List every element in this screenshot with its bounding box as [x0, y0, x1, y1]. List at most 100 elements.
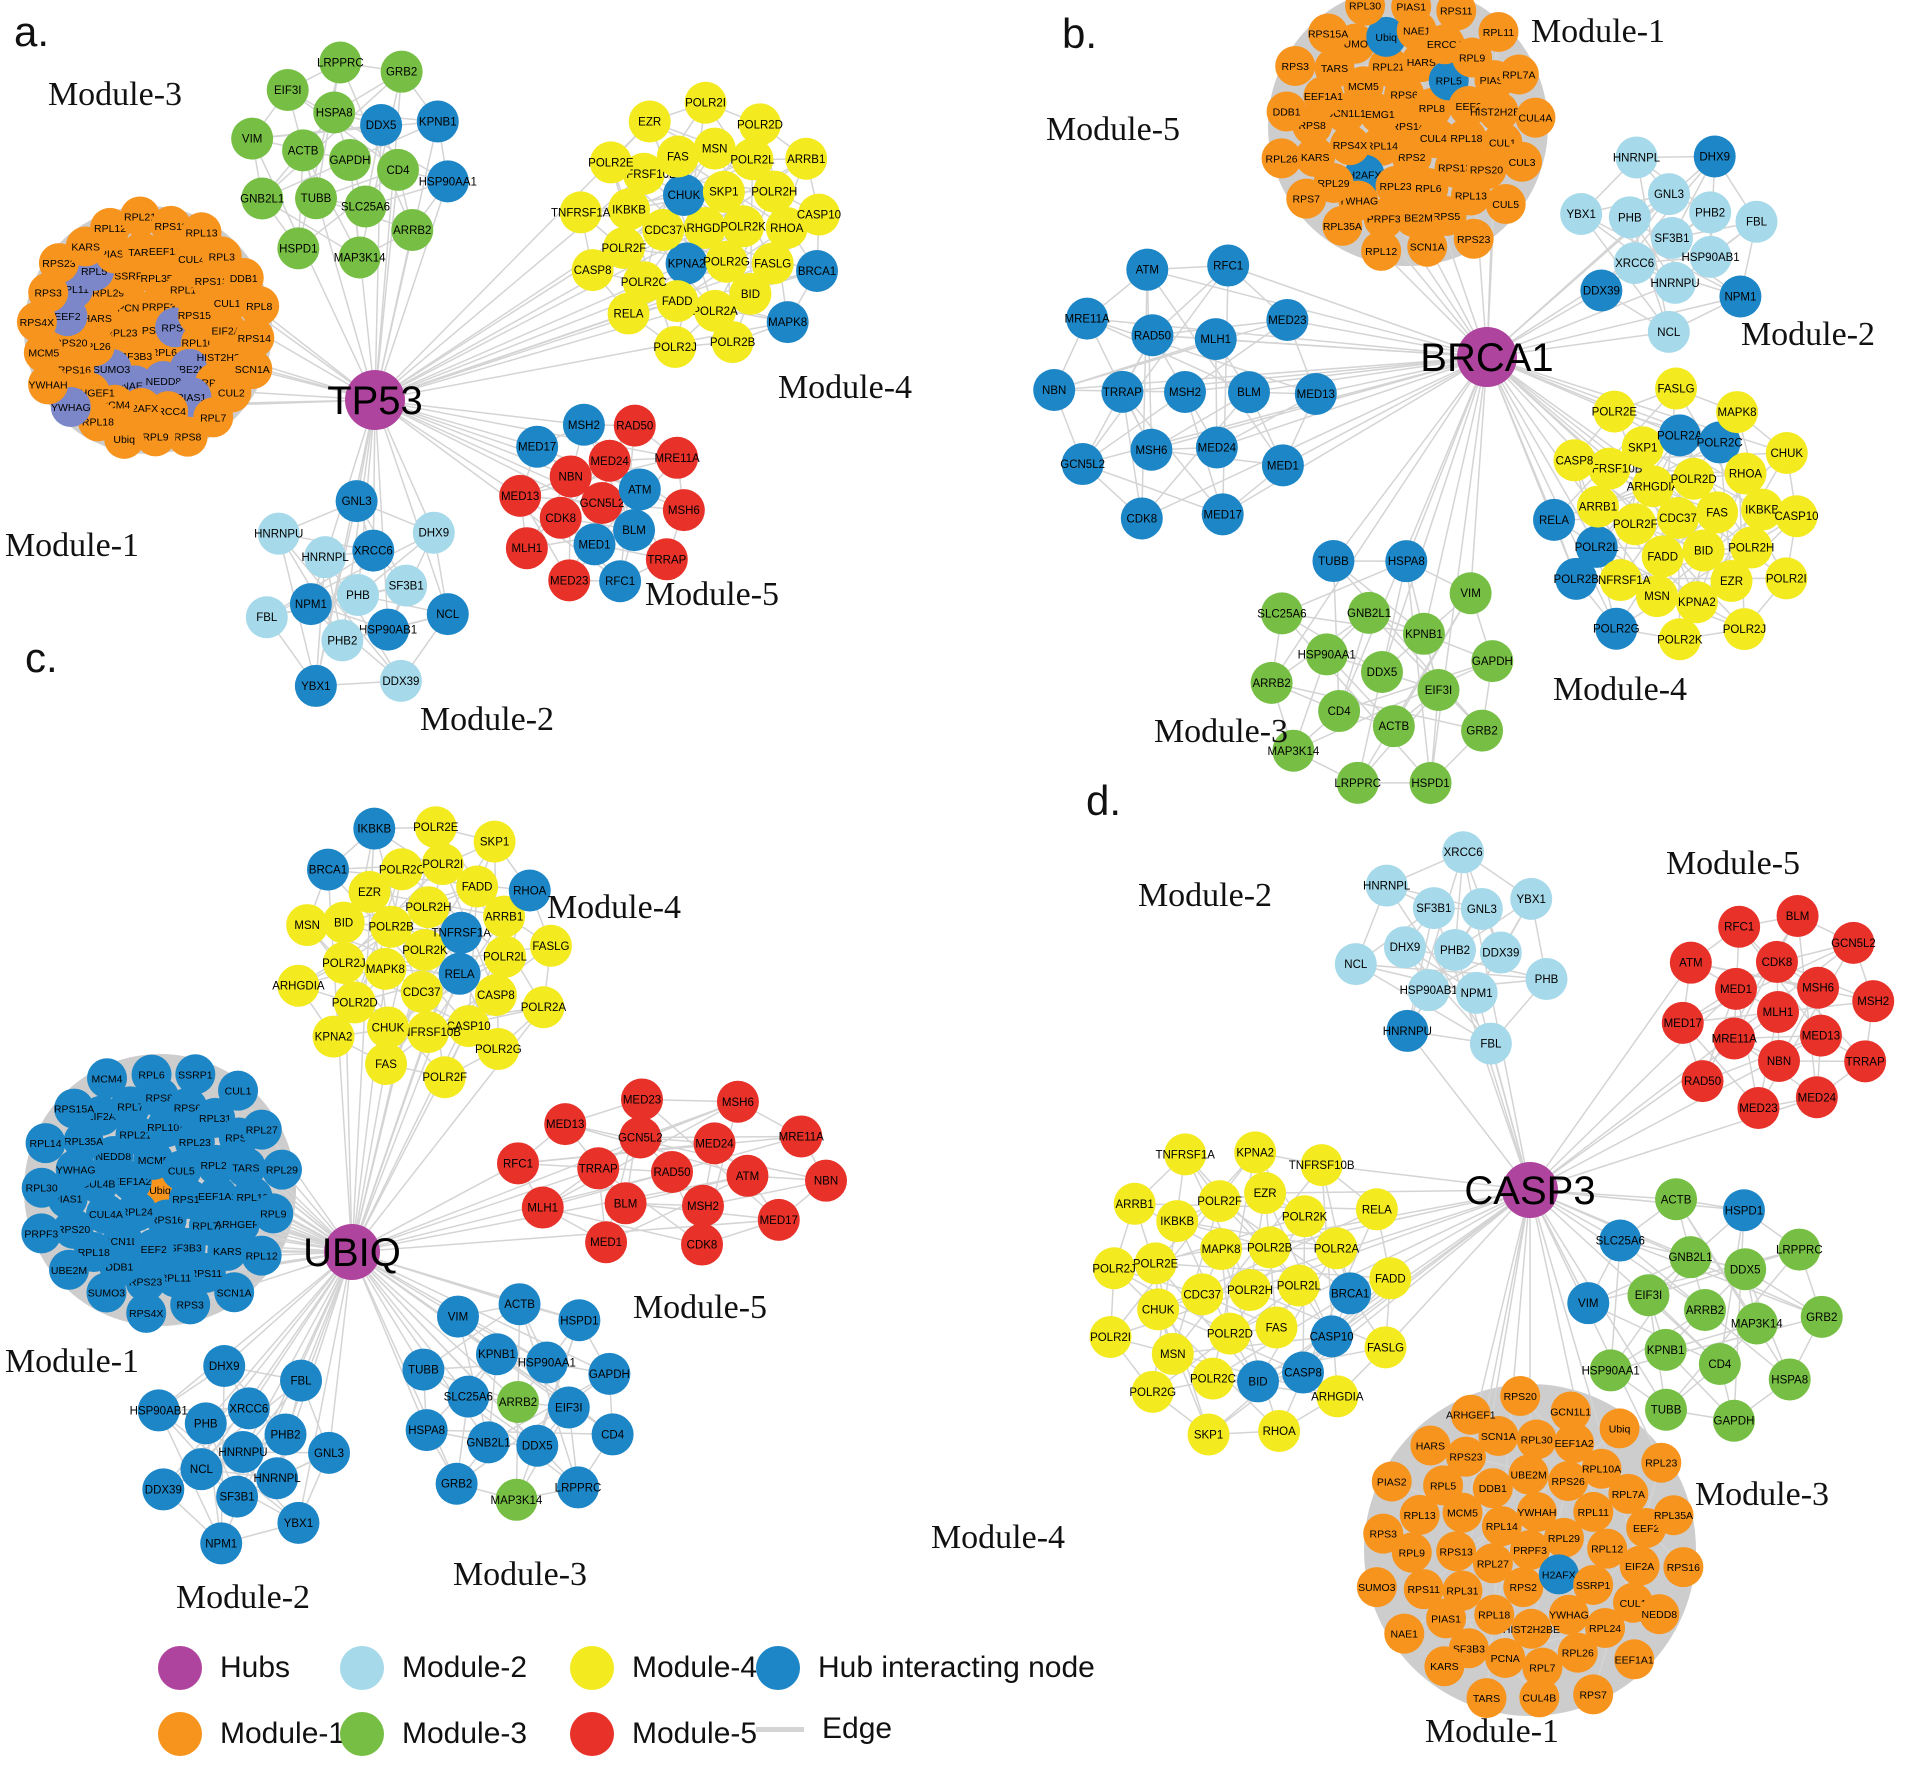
- node-VIM: VIM: [1449, 572, 1492, 615]
- svg-text:HSPD1: HSPD1: [1411, 778, 1449, 790]
- svg-text:PHB2: PHB2: [270, 1429, 300, 1441]
- node-RPS4X: RPS4X: [1329, 125, 1370, 166]
- node-POLR2F: POLR2F: [422, 1056, 467, 1099]
- node-color-swatch: [158, 1712, 202, 1756]
- svg-text:CASP3: CASP3: [1464, 1169, 1595, 1213]
- svg-text:SCN1A: SCN1A: [1410, 242, 1445, 254]
- module-label: Module-2: [1138, 877, 1272, 914]
- svg-text:NBN: NBN: [1767, 1056, 1791, 1068]
- svg-text:MCM4: MCM4: [92, 1073, 123, 1085]
- svg-text:MED24: MED24: [695, 1138, 734, 1150]
- svg-text:RPL10A: RPL10A: [147, 1122, 186, 1134]
- legend-label: Module-2: [402, 1651, 528, 1684]
- node-BLM: BLM: [1227, 371, 1270, 414]
- node-MED17: MED17: [1661, 1001, 1704, 1044]
- svg-text:SF3B3: SF3B3: [1453, 1643, 1485, 1655]
- node-RPS4X: RPS4X: [16, 301, 57, 342]
- svg-text:RPL6: RPL6: [1415, 183, 1441, 195]
- svg-text:MED13: MED13: [1802, 1031, 1840, 1043]
- node-RPL5: RPL5: [1423, 1465, 1464, 1506]
- legend-item-hub-interacting-node: Hub interacting node: [756, 1646, 1095, 1690]
- svg-text:MSH2: MSH2: [568, 420, 600, 432]
- svg-text:TNFRSF1A: TNFRSF1A: [1591, 575, 1651, 587]
- svg-text:ACTB: ACTB: [504, 1299, 535, 1311]
- edge: [261, 71, 403, 200]
- node-EZR: EZR: [348, 870, 391, 913]
- node-CD4: CD4: [591, 1413, 634, 1456]
- node-MSH2: MSH2: [681, 1184, 724, 1227]
- module-label: Module-3: [1154, 713, 1288, 750]
- svg-text:RPS8: RPS8: [174, 432, 202, 444]
- node-MLH1: MLH1: [521, 1186, 564, 1229]
- node-POLR2C: POLR2C: [1190, 1357, 1236, 1400]
- node-RPL12: RPL12: [1361, 230, 1402, 271]
- svg-text:RFC1: RFC1: [605, 576, 635, 588]
- node-ARHGDIA: ARHGDIA: [679, 207, 732, 249]
- node-VIM: VIM: [231, 117, 274, 160]
- node-FBL: FBL: [245, 596, 288, 639]
- svg-text:RPL14: RPL14: [30, 1138, 62, 1150]
- node-CASP10: CASP10: [797, 193, 841, 236]
- node-RPL13: RPL13: [1399, 1494, 1440, 1535]
- node-XRCC6: XRCC6: [227, 1387, 270, 1430]
- legend-label: Module-1: [220, 1717, 346, 1750]
- node-POLR2E: POLR2E: [1592, 390, 1637, 433]
- node-NBN: NBN: [1758, 1039, 1801, 1082]
- node-RPS20: RPS20: [1500, 1375, 1541, 1416]
- node-EIF3I: EIF3I: [547, 1386, 590, 1429]
- node-HARS: HARS: [1410, 1425, 1451, 1466]
- svg-text:POLR2K: POLR2K: [402, 945, 448, 957]
- node-POLR2G: POLR2G: [703, 240, 750, 283]
- node-CASP10: CASP10: [447, 1005, 491, 1048]
- node-GRB2: GRB2: [1461, 709, 1504, 752]
- node-RPS4X: RPS4X: [126, 1292, 167, 1333]
- node-MED1: MED1: [1715, 967, 1758, 1010]
- node-LRPPRC: LRPPRC: [1334, 761, 1381, 804]
- svg-text:MED1: MED1: [1720, 984, 1752, 996]
- node-CDC37: CDC37: [400, 970, 443, 1013]
- svg-text:GNL3: GNL3: [342, 496, 372, 508]
- edge: [339, 62, 413, 231]
- node-VIM: VIM: [436, 1295, 479, 1338]
- svg-text:POLR2K: POLR2K: [1657, 634, 1703, 646]
- node-RPL12: RPL12: [1587, 1528, 1628, 1569]
- node-MAP3K14: MAP3K14: [491, 1478, 543, 1521]
- svg-text:RPL5: RPL5: [1436, 75, 1462, 87]
- node-POLR2D: POLR2D: [737, 103, 783, 146]
- svg-text:RPS3: RPS3: [34, 288, 62, 300]
- svg-text:RPS20: RPS20: [1504, 1391, 1537, 1403]
- edge: [1486, 331, 1669, 358]
- legend-label: Module-3: [402, 1717, 528, 1750]
- svg-text:POLR2H: POLR2H: [405, 902, 451, 914]
- node-TNFRSF10B: TNFRSF10B: [1577, 447, 1643, 490]
- svg-text:GRB2: GRB2: [441, 1479, 472, 1491]
- node-GCN5L2: GCN5L2: [580, 482, 624, 524]
- node-RPL26: RPL26: [196, 1144, 237, 1185]
- node-LRPPRC: LRPPRC: [317, 41, 364, 84]
- svg-text:ARRB1: ARRB1: [1115, 1199, 1153, 1211]
- svg-text:KPNA2: KPNA2: [1236, 1147, 1274, 1159]
- svg-text:FADD: FADD: [462, 882, 493, 894]
- svg-text:FBL: FBL: [1480, 1039, 1502, 1051]
- node-HNRNPL: HNRNPL: [1363, 864, 1411, 907]
- svg-text:RPL14: RPL14: [1366, 141, 1398, 153]
- svg-text:NCL: NCL: [1657, 327, 1681, 339]
- node-CHUK: CHUK: [1137, 1288, 1180, 1331]
- svg-text:ARHGDIA: ARHGDIA: [272, 981, 325, 993]
- node-RPL35A: RPL35A: [1653, 1495, 1694, 1536]
- module-label: Module-5: [645, 576, 779, 613]
- svg-text:POLR2B: POLR2B: [710, 337, 756, 349]
- node-POLR2G: POLR2G: [1129, 1370, 1176, 1413]
- svg-text:POLR2D: POLR2D: [737, 119, 783, 131]
- svg-text:MAPK8: MAPK8: [366, 964, 405, 976]
- svg-text:NCL: NCL: [436, 609, 460, 621]
- svg-text:RPS8: RPS8: [145, 1092, 173, 1104]
- svg-text:POLR2B: POLR2B: [368, 922, 414, 934]
- node-POLR2K: POLR2K: [402, 929, 448, 971]
- node-BLM: BLM: [613, 509, 656, 552]
- edge: [1271, 682, 1483, 732]
- node-RPL26: RPL26: [1261, 138, 1302, 179]
- node-MAPK8: MAPK8: [1716, 391, 1759, 434]
- node-DDX39: DDX39: [142, 1468, 185, 1511]
- svg-text:CHUK: CHUK: [372, 1022, 405, 1034]
